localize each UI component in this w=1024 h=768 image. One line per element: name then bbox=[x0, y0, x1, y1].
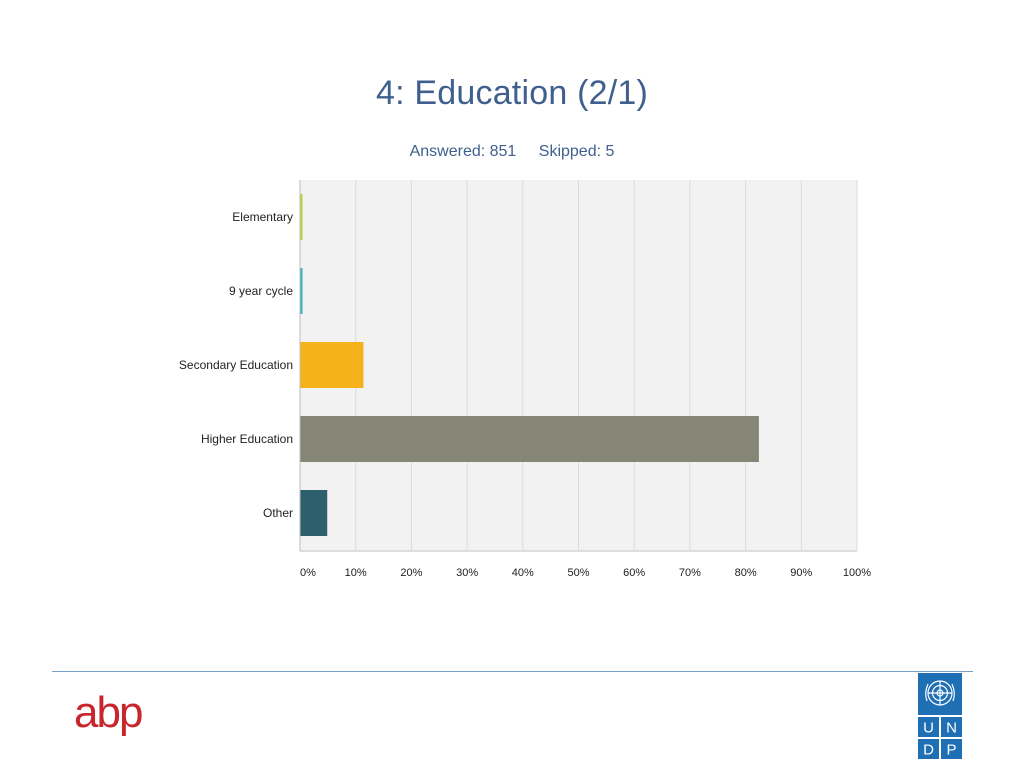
category-label: Higher Education bbox=[201, 432, 293, 446]
response-summary: Answered: 851 Skipped: 5 bbox=[0, 143, 1024, 161]
category-label: Secondary Education bbox=[179, 358, 293, 372]
undp-logo: U N D P bbox=[918, 673, 962, 759]
slide-title: 4: Education (2/1) bbox=[376, 74, 648, 112]
category-label: Elementary bbox=[232, 210, 293, 224]
x-tick-label: 80% bbox=[735, 567, 757, 579]
bars bbox=[300, 194, 759, 536]
gridlines bbox=[355, 180, 858, 550]
bar-higher-education bbox=[300, 416, 759, 462]
x-tick-label: 40% bbox=[512, 567, 534, 579]
undp-letter-n: N bbox=[946, 720, 957, 737]
tick-labels: 0% 10% 20% 30% 40% 50% 60% 70% 80% 90% 100% bbox=[300, 567, 871, 579]
answered-count: Answered: 851 bbox=[409, 143, 517, 160]
x-tick-label: 100% bbox=[843, 567, 871, 579]
x-tick-label: 10% bbox=[345, 567, 367, 579]
un-emblem-icon bbox=[925, 680, 955, 706]
bar-9-year-cycle bbox=[300, 268, 303, 314]
x-tick-label: 90% bbox=[790, 567, 812, 579]
bar-secondary-education bbox=[300, 342, 364, 388]
x-tick-label: 50% bbox=[567, 567, 589, 579]
category-label: 9 year cycle bbox=[229, 284, 293, 298]
x-tick-label: 70% bbox=[679, 567, 701, 579]
x-tick-label: 0% bbox=[300, 567, 316, 579]
skipped-count: Skipped: 5 bbox=[538, 143, 615, 160]
undp-letter-d: D bbox=[923, 742, 934, 759]
category-label: Other bbox=[263, 506, 293, 520]
x-tick-label: 60% bbox=[623, 567, 645, 579]
undp-letter-p: P bbox=[946, 742, 956, 759]
bar-other bbox=[300, 490, 328, 536]
bar-elementary bbox=[300, 194, 303, 240]
category-labels: Elementary 9 year cycle Secondary Educatio… bbox=[179, 210, 293, 520]
x-tick-label: 30% bbox=[456, 567, 478, 579]
footer-divider bbox=[52, 671, 973, 672]
abp-logo: abp bbox=[74, 688, 143, 737]
x-tick-label: 20% bbox=[400, 567, 422, 579]
undp-letter-u: U bbox=[923, 720, 934, 737]
